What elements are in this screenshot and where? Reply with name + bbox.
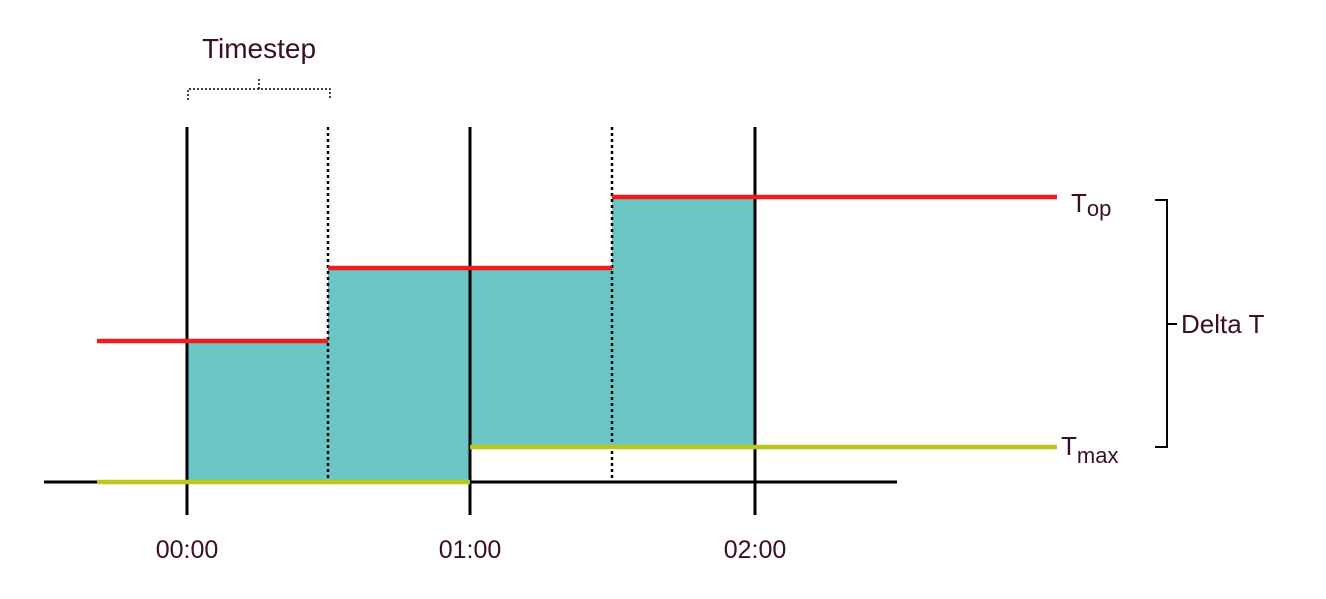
block-3: [470, 270, 612, 447]
delta-t-label: Delta T: [1181, 309, 1264, 339]
block-4: [612, 198, 755, 447]
time-labels: 00:00 01:00 02:00: [156, 536, 787, 564]
timestep-bracket: [187, 77, 331, 100]
block-2: [328, 270, 470, 482]
t-op-label: Top: [1071, 188, 1111, 221]
time-label-02: 02:00: [724, 536, 787, 564]
tmax-lines: [97, 444, 1057, 485]
shaded-blocks: [187, 198, 755, 482]
hour-lines: [185, 127, 757, 515]
t-max-label: Tmax: [1061, 431, 1118, 468]
time-label-00: 00:00: [156, 536, 219, 564]
top-lines: [97, 194, 1057, 344]
half-hour-lines: [326, 127, 614, 482]
timestep-label: Timestep: [202, 33, 316, 64]
delta-t-bracket: [1155, 199, 1177, 448]
time-label-01: 01:00: [439, 536, 502, 564]
block-1: [187, 341, 328, 482]
